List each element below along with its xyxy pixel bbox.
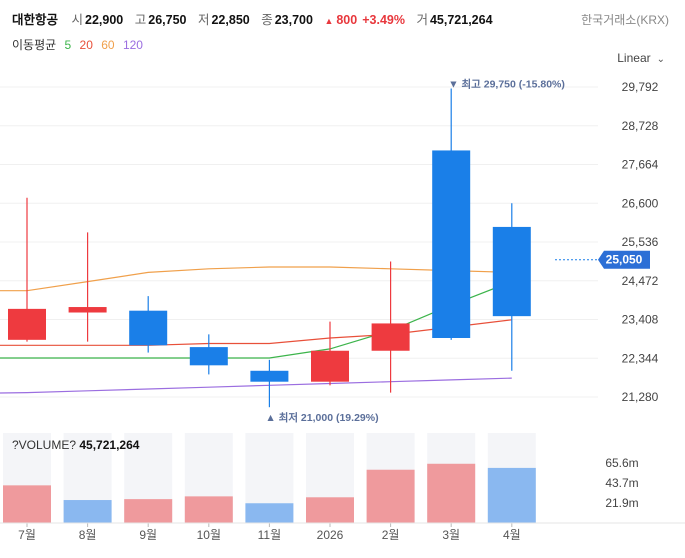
candle-8 — [432, 88, 471, 340]
candle-body — [8, 308, 46, 340]
candle-body — [371, 323, 410, 351]
ma-legend[interactable]: 이동평균 5 20 60 120 — [12, 36, 143, 53]
candle-2 — [68, 232, 107, 342]
close-label: 종 — [261, 13, 273, 27]
high-value: 26,750 — [148, 13, 187, 27]
change-percent: +3.49% — [362, 13, 405, 27]
volume-bar-9 — [487, 467, 536, 523]
candle-3 — [129, 296, 168, 353]
close-value: 23,700 — [274, 13, 313, 27]
candle-5 — [250, 359, 289, 408]
x-tick-label: 8월 — [79, 528, 97, 542]
x-tick-label: 9월 — [139, 528, 157, 542]
stock-name: 대한항공 — [12, 13, 59, 27]
y-tick-label: 24,472 — [622, 274, 659, 288]
volume-tick-label: 65.6m — [605, 456, 638, 470]
volume-bar-8 — [427, 463, 476, 523]
volume-bar-6 — [306, 497, 354, 523]
candle-7 — [371, 261, 410, 393]
volume-label: 거 — [416, 13, 428, 27]
low-value: 22,850 — [211, 13, 250, 27]
high-annotation: ▼ 최고 29,750 (-15.80%) — [448, 78, 565, 91]
x-tick-label: 11월 — [258, 528, 282, 542]
volume-tick-label: 21.9m — [605, 496, 638, 510]
x-tick-label: 7월 — [18, 528, 36, 542]
volume-bar-3 — [124, 499, 173, 523]
volume-value: 45,721,264 — [429, 13, 493, 27]
x-tick-label: 3월 — [442, 528, 460, 542]
candle-body — [68, 307, 107, 313]
x-tick-label: 10월 — [197, 528, 221, 542]
candle-1 — [8, 197, 46, 342]
volume-header: ?VOLUME? 45,721,264 — [12, 438, 139, 452]
high-label: 고 — [134, 13, 147, 27]
ma-legend-title: 이동평균 — [12, 38, 57, 52]
volume-header-label: ?VOLUME? — [12, 438, 77, 452]
exchange-name: 한국거래소(KRX) — [581, 13, 669, 27]
x-tick-label: 2026 — [317, 528, 344, 542]
y-tick-label: 23,408 — [622, 313, 659, 327]
y-tick-label: 21,280 — [622, 390, 659, 404]
y-tick-label: 28,728 — [622, 119, 659, 133]
candle-6 — [311, 321, 349, 386]
open-label: 시 — [71, 13, 84, 27]
candle-body — [129, 310, 168, 346]
candle-body — [492, 226, 531, 317]
price-header: 대한항공 시 22,900 고 26,750 저 22,850 종 23,700 ▲ 80… — [12, 9, 501, 28]
volume-bar-1 — [3, 485, 51, 523]
ma-legend-5[interactable]: 5 — [64, 38, 72, 52]
ma-120-line — [0, 377, 512, 394]
ma-legend-120[interactable]: 120 — [122, 38, 143, 52]
candle-4 — [189, 334, 228, 375]
current-price-label: 25,050 — [606, 253, 643, 267]
current-price-tag — [598, 250, 650, 269]
candle-body — [432, 150, 471, 339]
volume-bar-2 — [63, 500, 112, 523]
candle-9 — [492, 203, 531, 371]
scale-mode-label: Linear — [617, 51, 651, 65]
change-arrow-icon: ▲ — [324, 16, 334, 26]
open-value: 22,900 — [85, 13, 124, 27]
volume-tick-label: 43.7m — [605, 476, 638, 490]
ma-legend-20[interactable]: 20 — [79, 38, 93, 52]
volume-header-value: 45,721,264 — [79, 438, 140, 452]
y-tick-label: 29,792 — [622, 80, 659, 94]
change-value: 800 — [336, 13, 358, 27]
x-tick-label: 4월 — [503, 528, 521, 542]
candle-body — [250, 370, 289, 382]
chevron-down-icon: ⌄ — [656, 54, 665, 65]
y-tick-label: 26,600 — [622, 196, 659, 210]
y-tick-label: 25,536 — [622, 235, 659, 249]
x-tick-label: 2월 — [382, 528, 400, 542]
ma-60-line — [0, 266, 512, 292]
candle-body — [189, 347, 228, 366]
y-tick-label: 27,664 — [622, 158, 659, 172]
low-annotation: ▲ 최저 21,000 (19.29%) — [265, 411, 378, 424]
volume-bar-7 — [366, 469, 415, 523]
volume-bar-5 — [245, 503, 294, 523]
candle-body — [311, 350, 349, 382]
ma-20-line — [0, 319, 512, 346]
ma-legend-60[interactable]: 60 — [101, 38, 115, 52]
y-tick-label: 22,344 — [622, 351, 659, 365]
volume-bar-4 — [184, 496, 233, 523]
low-label: 저 — [197, 13, 210, 27]
scale-mode-dropdown[interactable]: Linear ⌄ — [617, 51, 665, 65]
